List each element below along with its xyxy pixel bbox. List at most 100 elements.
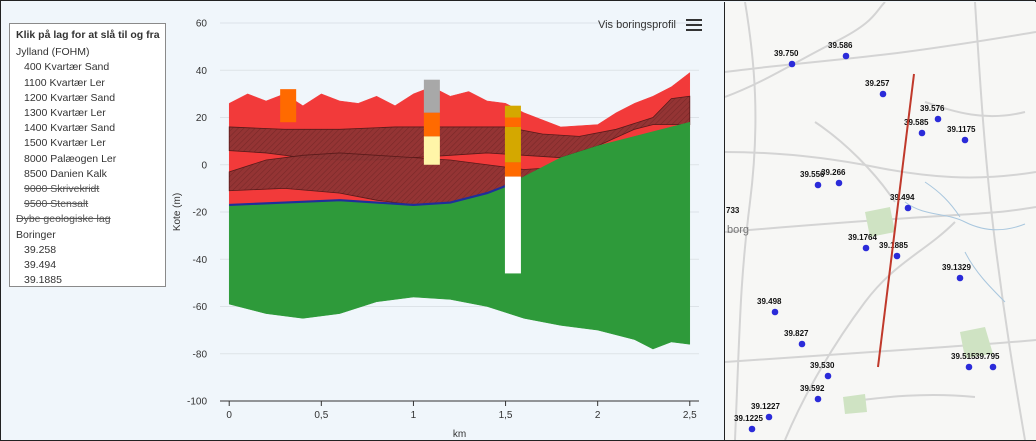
profile-line	[877, 73, 915, 368]
borehole-marker-label: 39.494	[890, 193, 915, 202]
legend-item-layer[interactable]: 1500 Kvartær Ler	[24, 137, 106, 150]
borehole-marker-label: 39.827	[784, 329, 809, 338]
borehole-marker[interactable]	[989, 363, 997, 371]
borehole-marker[interactable]	[771, 308, 779, 316]
borehole-marker-label: 39.750	[774, 49, 799, 58]
borehole-marker-label: 733	[726, 206, 740, 215]
borehole-marker[interactable]	[879, 90, 887, 98]
legend-item-layer[interactable]: 9000 Skrivekridt	[24, 183, 100, 196]
legend-borehole-list: 39.258 39.494 39.1885	[16, 243, 159, 289]
y-tick-label: 60	[196, 19, 208, 30]
borehole-marker-label: 39.585	[904, 118, 929, 127]
borehole-marker-label: 39.576	[920, 104, 945, 113]
show-borehole-profile-button[interactable]: Vis boringsprofil	[597, 19, 676, 31]
map-roads	[725, 2, 1036, 440]
map-place-label: borg	[727, 224, 749, 236]
layer-legend: Klik på lag for at slå til og fra Jyllan…	[9, 23, 166, 287]
borehole-columns[interactable]	[280, 79, 521, 274]
borehole-marker[interactable]	[918, 129, 926, 137]
map-panel[interactable]: borg 39.750 39.586 39.257 39.576 39.585 39.11…	[724, 2, 1036, 440]
legend-item-layer[interactable]: 8500 Danien Kalk	[24, 167, 107, 180]
borehole-marker-label: 39.1764	[848, 233, 877, 242]
axes: -100 -80 -60 -40 -20 0 20 40 60 0 0,5 1 1,5 2 2,5	[187, 19, 699, 421]
legend-item-layer[interactable]: 9500 Stensalt	[24, 198, 89, 211]
borehole-segment[interactable]	[504, 126, 521, 163]
borehole-markers[interactable]: 39.750 39.586 39.257 39.576 39.585 39.1175 39.…	[726, 41, 1000, 433]
y-tick-label: -20	[193, 208, 208, 219]
y-axis-label: Kote (m)	[172, 193, 183, 231]
borehole-marker[interactable]	[961, 136, 969, 144]
x-tick-label: 2	[595, 410, 601, 421]
borehole-marker[interactable]	[765, 413, 773, 421]
profile-chart: -100 -80 -60 -40 -20 0 20 40 60 0 0,5 1 1,5 2 2,5 km K…	[172, 19, 699, 440]
borehole-marker-label: 39.1329	[942, 263, 971, 272]
borehole-marker-label: 39.1175	[947, 125, 976, 134]
x-tick-label: 1	[411, 410, 417, 421]
borehole-segment[interactable]	[504, 117, 521, 127]
borehole-marker[interactable]	[893, 252, 901, 260]
x-tick-label: 0	[226, 410, 232, 421]
borehole-marker-label: 39.498	[757, 297, 782, 306]
y-tick-label: -80	[193, 349, 208, 360]
map-canvas[interactable]: borg 39.750 39.586 39.257 39.576 39.585 39.11…	[725, 2, 1036, 440]
borehole-segment[interactable]	[504, 105, 521, 118]
borehole-marker[interactable]	[904, 204, 912, 212]
borehole-marker[interactable]	[748, 425, 756, 433]
legend-item-borehole[interactable]: 39.258	[24, 243, 57, 256]
borehole-marker[interactable]	[814, 181, 822, 189]
borehole-marker[interactable]	[965, 363, 973, 371]
borehole-marker-label: 39.515	[951, 352, 976, 361]
borehole-marker[interactable]	[934, 115, 942, 123]
borehole-marker[interactable]	[798, 340, 806, 348]
legend-item-layer[interactable]: 1200 Kvartær Sand	[24, 91, 116, 104]
y-tick-label: -60	[193, 302, 208, 313]
borehole-segment[interactable]	[423, 79, 440, 113]
x-tick-label: 0,5	[314, 410, 328, 421]
y-tick-label: 20	[196, 113, 208, 124]
legend-item-layer[interactable]: 8000 Palæogen Ler	[24, 152, 117, 165]
borehole-marker-label: 39.1225	[734, 414, 763, 423]
borehole-marker[interactable]	[862, 244, 870, 252]
borehole-segment[interactable]	[423, 136, 440, 165]
y-tick-label: -100	[187, 397, 207, 408]
borehole-segment[interactable]	[423, 112, 440, 137]
layer-contact-line	[229, 184, 506, 207]
legend-item-layer[interactable]: 1100 Kvartær Ler	[24, 76, 105, 89]
legend-item-borehole[interactable]: 39.494	[24, 259, 57, 272]
legend-group-boreholes[interactable]: Boringer	[16, 228, 56, 241]
profile-panel: -100 -80 -60 -40 -20 0 20 40 60 0 0,5 1 1,5 2 2,5 km K…	[2, 2, 714, 440]
map-streams	[904, 181, 1026, 303]
borehole-marker[interactable]	[956, 274, 964, 282]
x-axis-label: km	[453, 429, 466, 440]
chart-toolbar: Vis boringsprofil	[594, 17, 702, 33]
borehole-marker-label: 39.1227	[751, 402, 780, 411]
legend-item-deep-layers[interactable]: Dybe geologiske lag	[16, 213, 111, 226]
geology-layers[interactable]	[228, 72, 691, 350]
borehole-marker-label: 39.592	[800, 384, 825, 393]
legend-group-fohm[interactable]: Jylland (FOHM)	[16, 46, 90, 59]
legend-item-layer[interactable]: 1400 Kvartær Sand	[24, 122, 116, 135]
hamburger-menu-icon[interactable]	[686, 19, 702, 31]
borehole-marker-label: 39.530	[810, 361, 835, 370]
borehole-segment[interactable]	[504, 162, 521, 177]
borehole-marker[interactable]	[835, 179, 843, 187]
borehole-marker[interactable]	[842, 52, 850, 60]
x-tick-label: 2,5	[683, 410, 697, 421]
legend-item-borehole[interactable]: 39.1885	[24, 274, 62, 287]
borehole-marker[interactable]	[824, 372, 832, 380]
borehole-marker-label: 39.795	[975, 352, 1000, 361]
legend-item-layer[interactable]: 1300 Kvartær Ler	[24, 107, 106, 120]
borehole-marker-label: 39.266	[821, 168, 846, 177]
borehole-marker-label: 39.586	[828, 41, 853, 50]
y-tick-label: -40	[193, 255, 208, 266]
legend-item-layer[interactable]: 400 Kvartær Sand	[24, 61, 110, 74]
borehole-segment[interactable]	[504, 176, 521, 274]
y-tick-label: 0	[201, 160, 207, 171]
borehole-marker[interactable]	[788, 60, 796, 68]
borehole-segment[interactable]	[280, 89, 297, 123]
map-green-areas	[843, 207, 993, 414]
x-tick-label: 1,5	[499, 410, 513, 421]
borehole-marker[interactable]	[814, 395, 822, 403]
y-tick-label: 40	[196, 66, 208, 77]
